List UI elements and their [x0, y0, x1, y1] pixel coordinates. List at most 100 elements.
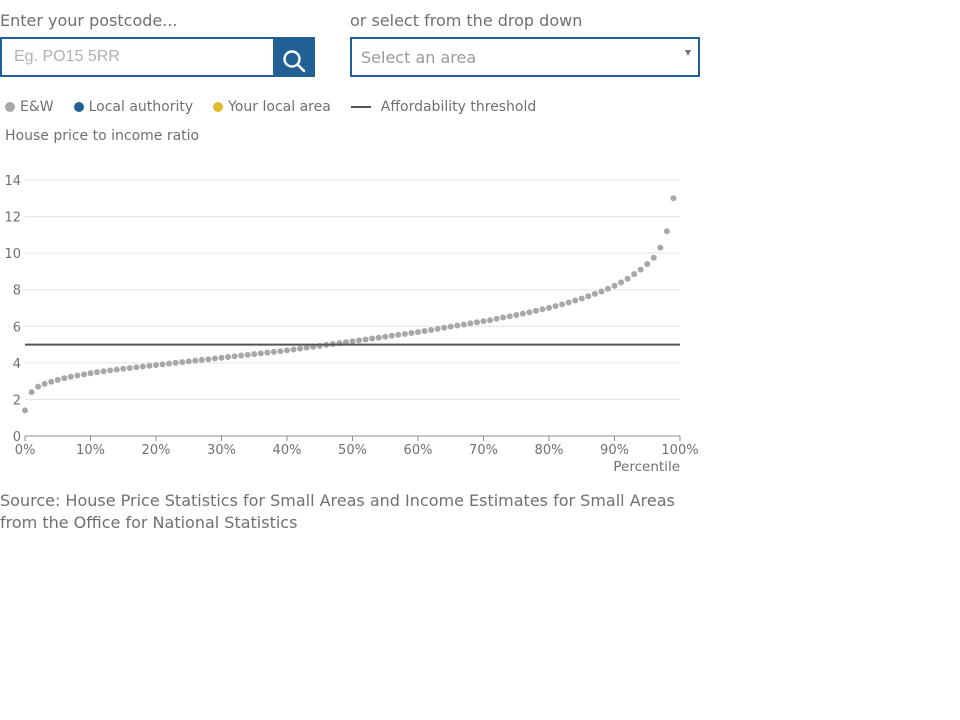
data-point: [611, 282, 618, 289]
data-point: [670, 195, 677, 202]
data-point: [441, 324, 448, 331]
legend-marker-affordability-threshold: [350, 106, 371, 108]
data-point: [28, 389, 35, 396]
y-tick-label: 4: [13, 357, 21, 372]
legend-item-ew[interactable]: E&W: [5, 99, 54, 115]
data-point: [362, 336, 369, 343]
data-point: [61, 375, 68, 382]
y-tick-label: 8: [13, 284, 21, 299]
data-point: [519, 310, 526, 317]
data-point: [349, 338, 356, 345]
data-point: [572, 297, 579, 304]
data-point: [238, 352, 245, 359]
data-point: [473, 319, 480, 326]
area-select-value: Select an area: [361, 48, 477, 67]
data-point: [415, 329, 421, 336]
data-point: [356, 337, 363, 344]
scatter-chart: 0 2 4 6 8 10 12 14 0% 10% 20% 30% 40% 50% 60% 70% 80% 90%…: [4, 174, 698, 475]
search-button[interactable]: [273, 37, 315, 77]
chart-legend: E&W Local authority Your local area Affo…: [5, 98, 556, 116]
data-point: [460, 321, 467, 328]
postcode-input[interactable]: [2, 39, 273, 75]
legend-label-your-local-area: Your local area: [228, 99, 331, 115]
source-note: Source: House Price Statistics for Small…: [0, 491, 675, 532]
data-point: [604, 285, 611, 292]
x-tick-label: 10%: [76, 443, 105, 458]
data-point: [408, 330, 415, 337]
data-point: [74, 372, 81, 379]
data-point: [179, 359, 186, 366]
data-point: [264, 349, 271, 356]
data-point: [80, 371, 87, 378]
data-point: [185, 358, 192, 365]
data-point: [631, 271, 638, 278]
data-point: [578, 295, 585, 302]
data-point: [198, 356, 205, 363]
x-tick-label: 60%: [404, 443, 433, 458]
data-point: [218, 354, 225, 361]
data-point: [211, 355, 218, 362]
data-point: [244, 351, 251, 358]
data-point: [591, 290, 598, 297]
x-tick-label: 90%: [600, 443, 629, 458]
data-point: [382, 333, 389, 340]
data-point: [513, 311, 520, 318]
legend-item-local-authority[interactable]: Local authority: [73, 99, 193, 115]
y-tick-label: 10: [4, 247, 21, 262]
data-point: [565, 299, 572, 306]
data-point: [251, 351, 258, 358]
x-tick-label: 70%: [469, 443, 498, 458]
data-point: [454, 322, 461, 329]
data-point: [467, 320, 474, 327]
data-point: [421, 328, 428, 335]
x-tick-label: 80%: [535, 443, 564, 458]
data-point: [375, 334, 382, 341]
data-point: [277, 348, 284, 355]
postcode-field: [0, 37, 273, 77]
x-axis-title: Percentile: [613, 459, 680, 475]
data-point: [133, 364, 140, 371]
data-point: [500, 314, 507, 321]
data-point: [67, 373, 74, 380]
data-point: [231, 353, 238, 360]
data-point: [637, 266, 644, 273]
legend-item-affordability-threshold[interactable]: Affordability threshold: [350, 99, 536, 115]
y-tick-label: 12: [4, 211, 21, 226]
data-point: [172, 359, 179, 366]
legend-item-your-local-area[interactable]: Your local area: [213, 99, 331, 115]
x-tick-label: 0%: [15, 443, 36, 458]
data-point: [100, 368, 107, 375]
x-tick-label: 100%: [661, 443, 698, 458]
data-point: [107, 367, 114, 374]
data-point: [480, 318, 487, 325]
y-tick-label: 6: [13, 320, 21, 335]
data-point: [585, 293, 592, 300]
legend-marker-ew: [5, 102, 15, 112]
chart-y-axis-title: House price to income ratio: [5, 128, 200, 144]
legend-label-ew: E&W: [20, 99, 54, 115]
data-point: [303, 344, 310, 351]
area-select-label: or select from the drop down: [350, 11, 583, 30]
data-point: [395, 331, 402, 338]
data-point: [48, 378, 55, 385]
data-point: [559, 301, 566, 308]
data-point: [369, 335, 376, 342]
data-point: [618, 279, 625, 286]
data-point: [657, 244, 664, 251]
data-point: [598, 288, 605, 295]
data-point: [270, 348, 277, 355]
data-point: [297, 345, 304, 352]
search-icon: [283, 50, 306, 73]
data-point: [166, 360, 173, 367]
data-point: [41, 380, 48, 387]
data-point: [290, 346, 297, 353]
data-point: [532, 307, 539, 314]
data-point: [284, 347, 290, 354]
data-point: [35, 383, 42, 390]
data-point: [54, 376, 61, 383]
area-select[interactable]: Select an area: [350, 37, 700, 77]
y-tick-label: 14: [4, 174, 21, 189]
data-point: [526, 309, 533, 316]
data-point: [447, 323, 454, 330]
data-point: [153, 362, 159, 369]
